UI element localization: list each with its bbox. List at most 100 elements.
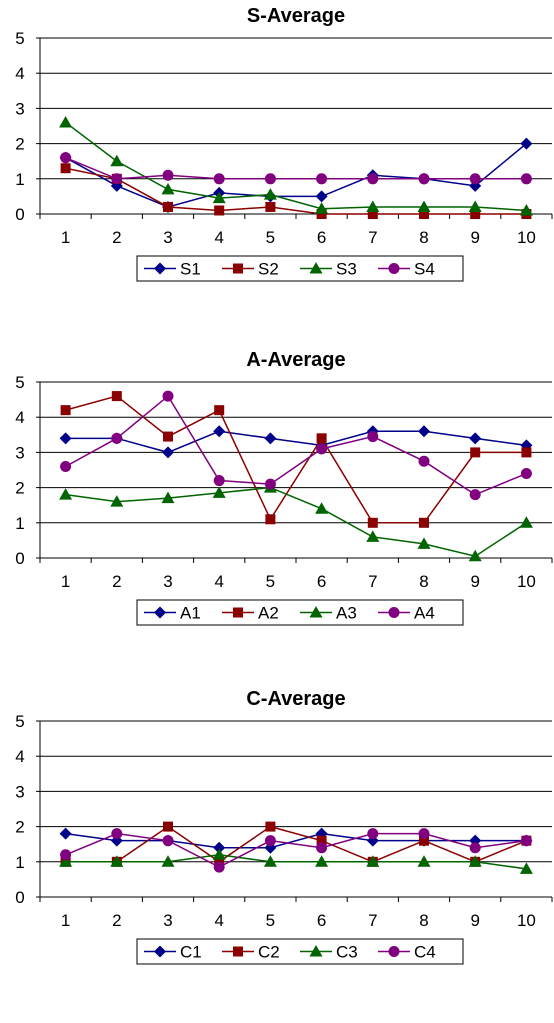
x-tick-label: 8	[419, 572, 428, 591]
chart-title: A-Average	[246, 349, 345, 371]
data-point	[418, 828, 430, 840]
data-point	[59, 488, 73, 500]
data-point	[60, 163, 71, 174]
data-point	[213, 861, 225, 873]
x-tick-label: 6	[317, 228, 326, 247]
series-line	[65, 395, 527, 524]
series-line	[65, 430, 527, 454]
data-point	[111, 432, 123, 444]
data-point	[161, 491, 175, 504]
legend-label: A4	[414, 604, 435, 623]
data-point	[265, 821, 276, 832]
data-point	[163, 201, 173, 212]
data-point	[161, 855, 175, 867]
data-point	[162, 390, 174, 402]
x-tick-label: 10	[517, 572, 536, 591]
y-tick-label: 2	[15, 135, 24, 154]
legend-label: C3	[336, 943, 358, 962]
gridlines	[36, 381, 552, 559]
data-point	[468, 200, 482, 212]
x-tick-label: 6	[317, 911, 326, 930]
data-point	[263, 188, 277, 200]
y-tick-label: 2	[15, 479, 24, 498]
legend-label: S1	[180, 260, 201, 279]
x-tick-label: 10	[517, 911, 536, 930]
series-c3	[59, 848, 533, 874]
data-point	[214, 205, 225, 216]
data-point	[470, 209, 481, 219]
data-point	[264, 432, 277, 445]
data-point	[367, 517, 378, 528]
chart-title: C-Average	[246, 688, 345, 710]
chart-panel-a-average: A-Average 0 1 2 3 4 5 1 2 3 4 5 6 7 8 9 10 A1 A2 A3 A4	[0, 344, 554, 684]
data-point	[60, 849, 72, 861]
x-tick-label: 4	[214, 572, 223, 591]
x-tick-label: 4	[214, 228, 223, 247]
y-tick-label: 5	[15, 712, 24, 731]
x-tick-label: 9	[470, 572, 479, 591]
y-tick-label: 3	[15, 99, 24, 118]
data-point	[315, 855, 329, 867]
x-tick-label: 1	[61, 911, 70, 930]
x-tick-label: 5	[266, 911, 275, 930]
data-point	[469, 489, 481, 501]
data-point	[468, 855, 482, 867]
y-tick-label: 1	[15, 853, 24, 872]
series-c4	[60, 828, 532, 873]
legend-marker	[233, 946, 243, 957]
x-tick-label: 7	[368, 228, 377, 247]
legend-marker	[154, 606, 166, 619]
legend-label: A2	[258, 604, 279, 623]
legend-label: C2	[258, 943, 280, 962]
x-tick-label: 2	[112, 228, 121, 247]
data-point	[469, 173, 481, 185]
data-point	[519, 862, 533, 874]
data-point	[521, 447, 532, 458]
data-point	[468, 549, 482, 562]
data-point	[366, 855, 380, 867]
data-point	[316, 842, 328, 854]
legend-marker	[309, 262, 323, 274]
data-point	[265, 201, 276, 212]
series-s3	[59, 115, 533, 216]
legend-marker	[388, 263, 400, 274]
chart-c-average: C-Average 0 1 2 3 4 5 1 2 3 4 5 6 7 8 9 10 C1 C2 C3 C4	[15, 688, 553, 965]
legend-marker	[388, 946, 400, 957]
data-point	[367, 431, 379, 443]
chart-a-average: A-Average 0 1 2 3 4 5 1 2 3 4 5 6 7 8 9 10 A1 A2 A3 A4	[15, 349, 553, 626]
data-point	[110, 154, 124, 167]
x-tick-label: 5	[266, 572, 275, 591]
data-point	[161, 182, 175, 195]
legend-marker	[388, 607, 400, 618]
series-c1	[59, 827, 533, 854]
data-point	[213, 475, 225, 487]
data-point	[316, 835, 327, 846]
data-point	[315, 502, 329, 514]
legend-label: S2	[258, 260, 279, 279]
chart-panel-c-average: C-Average 0 1 2 3 4 5 1 2 3 4 5 6 7 8 9 10 C1 C2 C3 C4	[0, 683, 554, 1023]
data-point	[213, 841, 226, 854]
data-point	[520, 835, 532, 847]
data-point	[110, 855, 124, 867]
x-tick-label: 3	[163, 911, 172, 930]
data-point	[316, 173, 328, 185]
legend-marker	[154, 945, 166, 958]
x-tick-label: 2	[112, 572, 121, 591]
data-point	[520, 173, 532, 185]
data-point	[417, 855, 431, 867]
y-tick-label: 4	[15, 64, 24, 83]
y-tick-label: 2	[15, 818, 24, 837]
data-point	[315, 190, 328, 203]
x-tick-label: 4	[214, 911, 223, 930]
legend-marker	[309, 606, 323, 618]
data-point	[417, 537, 431, 549]
legend: A1 A2 A3 A4	[136, 599, 464, 626]
data-point	[519, 203, 533, 216]
data-point	[316, 433, 327, 444]
data-point	[417, 200, 431, 212]
data-point	[213, 173, 225, 185]
legend-label: A1	[180, 604, 201, 623]
data-point	[163, 821, 173, 832]
data-point	[470, 447, 481, 458]
legend-label: C4	[414, 943, 436, 962]
